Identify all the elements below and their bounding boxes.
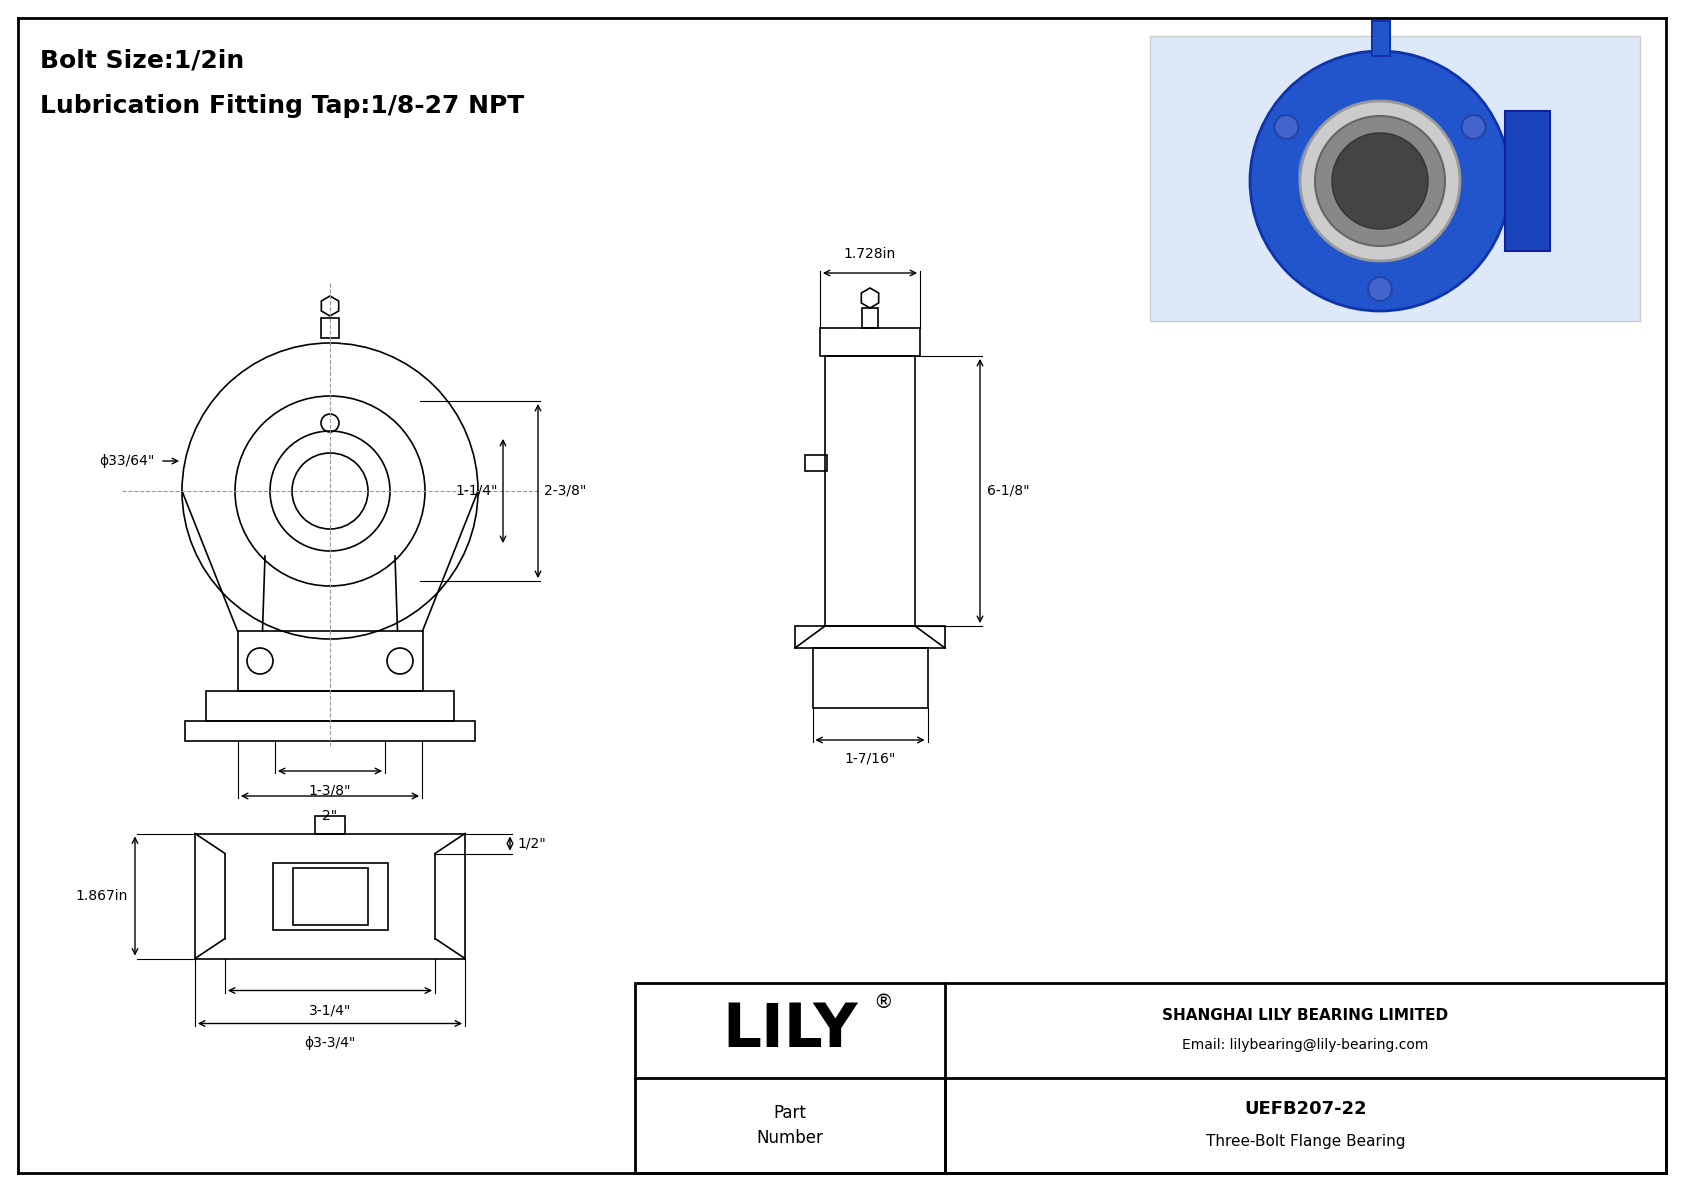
Text: SHANGHAI LILY BEARING LIMITED: SHANGHAI LILY BEARING LIMITED [1162,1008,1448,1023]
Text: Part
Number: Part Number [756,1104,823,1147]
Circle shape [1315,116,1445,247]
Circle shape [1300,101,1460,261]
Circle shape [1462,116,1485,139]
Circle shape [1250,51,1511,311]
Text: 1-3/8": 1-3/8" [308,784,352,798]
Bar [862,308,877,328]
Bar [825,356,914,626]
Text: LILY: LILY [722,1000,857,1060]
Circle shape [1332,133,1428,229]
Text: Three-Bolt Flange Bearing: Three-Bolt Flange Bearing [1206,1134,1404,1149]
Bar [805,455,827,470]
Bar [237,631,423,691]
Bar [205,691,455,721]
Text: 1.728in: 1.728in [844,247,896,261]
Text: 1/2": 1/2" [517,836,546,850]
Bar [273,862,387,929]
Text: Bolt Size:1/2in: Bolt Size:1/2in [40,49,244,73]
Bar [1505,111,1549,251]
Text: ϕ33/64": ϕ33/64" [99,454,155,468]
Circle shape [1275,116,1298,139]
Text: Email: lilybearing@lily-bearing.com: Email: lilybearing@lily-bearing.com [1182,1039,1428,1053]
Text: ϕ3-3/4": ϕ3-3/4" [305,1036,355,1050]
Text: 1-1/4": 1-1/4" [455,484,498,498]
Text: Lubrication Fitting Tap:1/8-27 NPT: Lubrication Fitting Tap:1/8-27 NPT [40,94,524,118]
Text: 1.867in: 1.867in [76,888,128,903]
Circle shape [1367,278,1393,301]
Bar [820,328,919,356]
Text: 3-1/4": 3-1/4" [308,1004,352,1017]
Text: 2-3/8": 2-3/8" [544,484,586,498]
Bar [293,867,367,924]
Text: UEFB207-22: UEFB207-22 [1244,1100,1367,1118]
Text: 1-7/16": 1-7/16" [844,752,896,766]
Bar [322,318,338,338]
Bar [1150,36,1640,322]
Bar [795,626,945,648]
Bar [185,721,475,741]
Bar [812,648,928,707]
Text: ®: ® [874,993,893,1012]
Bar [315,816,345,834]
Bar [1372,21,1389,56]
Bar [635,983,1665,1173]
Text: 6-1/8": 6-1/8" [987,484,1029,498]
Text: 2": 2" [322,809,337,823]
